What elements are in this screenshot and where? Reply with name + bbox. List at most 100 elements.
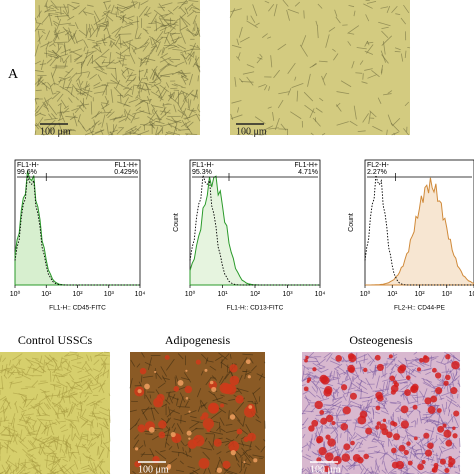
cell — [350, 382, 363, 391]
cell — [180, 120, 191, 128]
cell — [27, 448, 35, 453]
cell — [101, 354, 111, 357]
cell — [365, 377, 373, 390]
cell — [180, 31, 186, 44]
cell — [220, 428, 226, 433]
cell — [316, 25, 319, 39]
cell — [291, 82, 304, 88]
stain — [200, 415, 205, 421]
cell — [61, 386, 65, 401]
cell — [52, 92, 57, 95]
cell — [379, 451, 389, 460]
cell — [423, 368, 432, 371]
cell — [96, 445, 99, 456]
stain — [439, 458, 446, 465]
cell — [183, 372, 192, 383]
cell — [362, 399, 373, 403]
cell — [207, 467, 211, 474]
cell — [53, 437, 57, 450]
cell — [98, 448, 105, 460]
cell — [161, 2, 173, 7]
cell — [168, 95, 177, 103]
cell — [118, 118, 127, 123]
cell — [220, 373, 229, 386]
cell — [93, 91, 105, 94]
cell — [68, 403, 73, 416]
cell — [178, 128, 191, 131]
cell — [34, 60, 41, 65]
cell — [157, 66, 167, 75]
cell — [62, 458, 69, 462]
stain — [195, 359, 201, 365]
cell — [370, 466, 374, 474]
cell — [178, 71, 188, 77]
cell — [272, 112, 275, 121]
cell — [216, 451, 222, 455]
cell — [371, 70, 380, 78]
cell — [273, 3, 278, 17]
cell — [339, 372, 346, 376]
cell — [237, 107, 240, 113]
cell — [95, 68, 108, 75]
cell — [454, 375, 460, 382]
cell — [126, 41, 138, 49]
cell — [232, 411, 241, 422]
cell — [99, 370, 109, 377]
cell — [86, 354, 90, 362]
cell — [8, 424, 10, 436]
cell — [60, 99, 67, 108]
cell — [387, 419, 390, 425]
cell — [77, 370, 83, 373]
cell — [316, 363, 326, 368]
cell — [140, 375, 143, 383]
cell — [332, 392, 336, 399]
cell — [264, 84, 268, 91]
cell — [181, 16, 191, 26]
cell — [120, 14, 134, 22]
cell — [362, 113, 369, 123]
cell — [90, 419, 94, 426]
cell — [128, 131, 142, 136]
cell — [57, 102, 62, 106]
cell — [180, 98, 187, 110]
cell — [164, 32, 170, 44]
cell — [354, 389, 363, 393]
cell — [172, 48, 183, 51]
cell — [118, 42, 126, 47]
cell — [151, 435, 160, 441]
cell — [383, 460, 387, 471]
cell — [76, 400, 86, 406]
cell — [37, 79, 44, 86]
cell — [9, 381, 14, 384]
stain — [452, 433, 458, 439]
cell — [168, 58, 181, 61]
cell — [173, 104, 177, 113]
cell — [386, 385, 389, 395]
stain — [391, 461, 399, 469]
cell — [355, 446, 362, 450]
cell — [75, 39, 84, 43]
cell — [21, 409, 27, 413]
stain — [220, 403, 225, 408]
cell — [95, 129, 105, 134]
cell — [264, 0, 270, 4]
cell — [328, 378, 339, 382]
cell — [363, 354, 366, 364]
stain — [323, 465, 330, 473]
cell — [19, 406, 24, 411]
cell — [106, 470, 111, 474]
cell — [195, 11, 201, 14]
cell — [52, 374, 56, 382]
stain — [185, 396, 189, 400]
cell — [402, 435, 407, 442]
x-tick-label: 10² — [250, 291, 261, 298]
cell — [159, 90, 167, 102]
cell — [121, 68, 128, 74]
cell — [155, 41, 161, 53]
cell — [224, 469, 238, 474]
cell — [56, 93, 64, 102]
cell — [78, 29, 87, 37]
cell — [142, 42, 150, 52]
cell — [318, 425, 324, 437]
cell — [49, 420, 53, 432]
